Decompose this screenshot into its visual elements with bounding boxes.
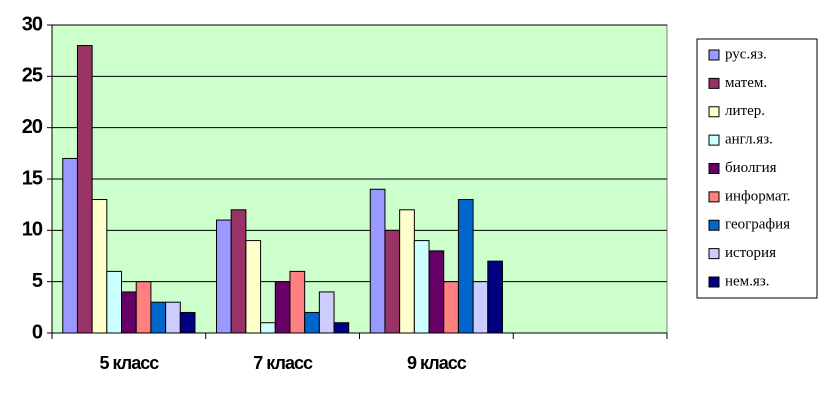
bar xyxy=(384,229,401,334)
bar xyxy=(62,157,78,334)
legend-swatch xyxy=(708,106,720,118)
bar xyxy=(333,322,350,334)
y-tick-label: 5 xyxy=(32,270,43,292)
y-tick-label: 25 xyxy=(22,65,43,87)
bar xyxy=(179,311,196,334)
bar xyxy=(135,281,152,334)
bar xyxy=(106,270,123,334)
x-tick-label: 5 класс xyxy=(100,353,160,373)
bar xyxy=(230,209,247,334)
bar xyxy=(76,45,93,334)
bar xyxy=(245,240,262,334)
y-tick-label: 15 xyxy=(22,167,43,189)
bar xyxy=(91,199,108,334)
legend-swatch xyxy=(708,276,720,288)
legend-swatch xyxy=(708,219,720,231)
bar xyxy=(274,281,291,334)
bar xyxy=(150,301,167,334)
y-tick-label: 20 xyxy=(22,116,43,138)
bar xyxy=(289,270,306,334)
legend-swatch xyxy=(708,134,720,146)
legend-label: рус.яз. xyxy=(725,46,767,62)
y-tick-label: 0 xyxy=(32,321,43,343)
legend-label: нем.яз. xyxy=(725,273,770,289)
bar xyxy=(472,281,489,334)
legend-swatch xyxy=(708,191,720,203)
bar xyxy=(304,311,320,334)
bar xyxy=(121,291,137,334)
legend-swatch xyxy=(708,49,720,61)
bar xyxy=(428,250,445,334)
legend-label: география xyxy=(725,217,790,233)
y-tick-label: 10 xyxy=(22,219,43,241)
legend-label: литер. xyxy=(725,103,765,119)
bar xyxy=(260,322,276,334)
bar xyxy=(369,188,386,334)
legend-swatch xyxy=(708,248,720,260)
y-tick-label: 30 xyxy=(22,13,43,35)
legend-label: информат. xyxy=(725,188,790,204)
legend-label: биолгия xyxy=(725,160,777,176)
bar xyxy=(216,219,232,334)
legend-label: англ.яз. xyxy=(725,132,773,148)
bar xyxy=(487,260,503,334)
bar xyxy=(413,240,430,334)
bar xyxy=(399,209,415,334)
legend-label: история xyxy=(725,245,776,261)
legend-swatch xyxy=(708,77,720,89)
bar xyxy=(318,291,335,334)
legend-swatch xyxy=(708,163,720,174)
x-tick-label: 9 класс xyxy=(407,353,467,373)
legend-label: матем. xyxy=(725,75,767,91)
bar xyxy=(443,281,459,334)
bar xyxy=(457,199,474,334)
bar xyxy=(165,301,181,334)
x-tick-label: 7 класс xyxy=(253,353,313,373)
